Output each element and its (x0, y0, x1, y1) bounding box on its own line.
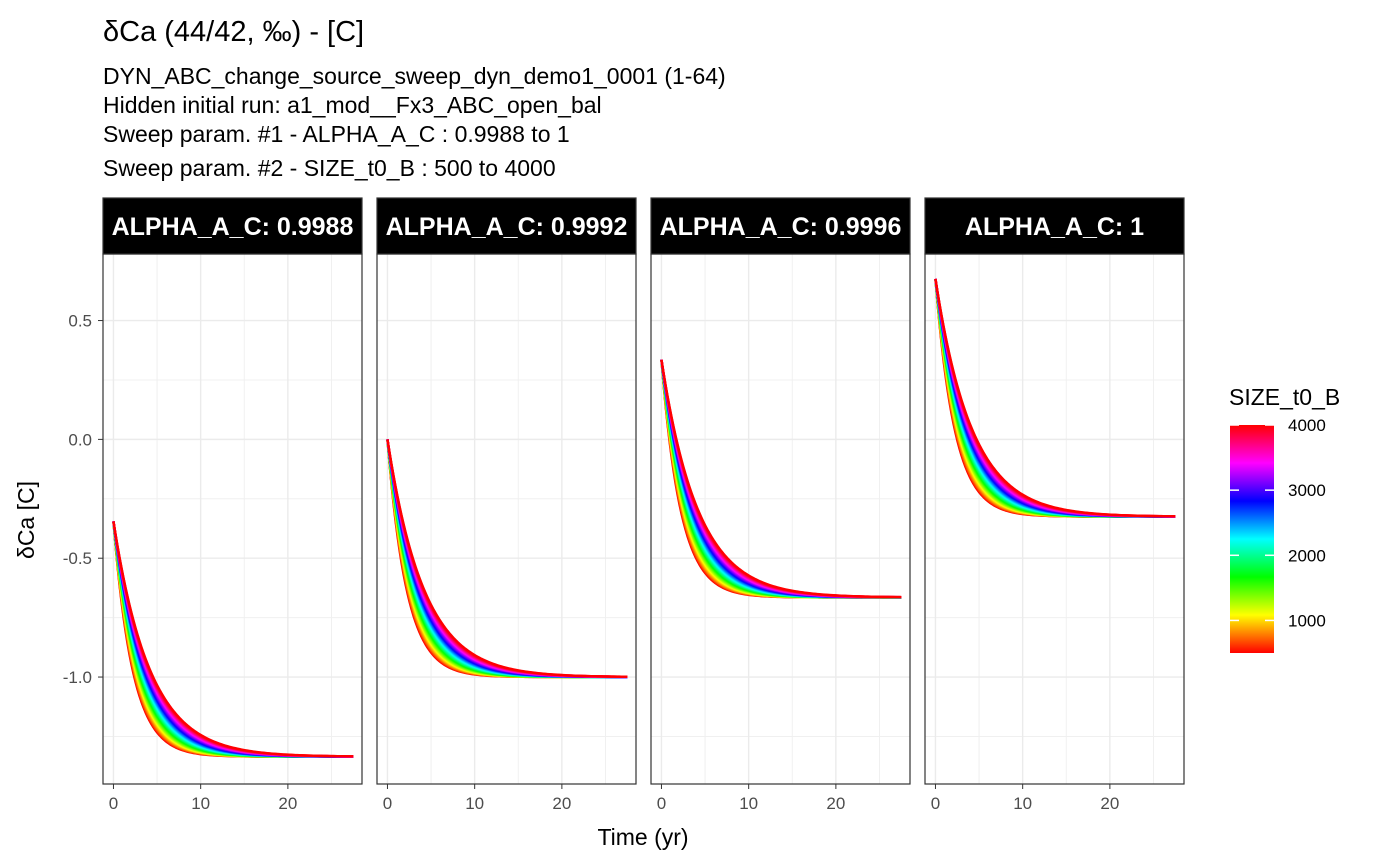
series-group (386, 439, 628, 679)
x-tick-label: 20 (552, 794, 571, 813)
facet-panel: ALPHA_A_C: 0.9996 0 10 20 (650, 197, 911, 813)
chart-subtitle-line: Sweep param. #2 - SIZE_t0_B : 500 to 400… (103, 155, 556, 181)
facet-panels: ALPHA_A_C: 0.9988 0 10 20 ALPHA_A_C: 0.9992 0… (102, 197, 1185, 813)
x-tick-label: 10 (1013, 794, 1032, 813)
facet-strip (924, 197, 1185, 255)
series-group (112, 521, 354, 758)
y-tick-label: 0.5 (68, 312, 92, 331)
facet-strip-label: ALPHA_A_C: 0.9996 (660, 213, 902, 241)
y-tick-label: -1.0 (63, 668, 92, 687)
panel-background (925, 254, 1184, 784)
facet-panel: ALPHA_A_C: 0.9992 0 10 20 (376, 197, 637, 813)
legend-break-label: 1000 (1288, 611, 1326, 630)
legend-break-label: 4000 (1288, 416, 1326, 435)
chart-subtitle-line: Hidden initial run: a1_mod__Fx3_ABC_open… (103, 92, 602, 118)
facet-strip (102, 197, 363, 255)
x-tick-label: 0 (383, 794, 392, 813)
facet-strip-label: ALPHA_A_C: 1 (965, 213, 1144, 241)
x-tick-label: 20 (278, 794, 297, 813)
x-tick-label: 10 (465, 794, 484, 813)
facet-strip-label: ALPHA_A_C: 0.9988 (112, 213, 354, 241)
chart-subtitle-line: Sweep param. #1 - ALPHA_A_C : 0.9988 to … (103, 121, 570, 147)
y-tick-label: -0.5 (63, 549, 92, 568)
x-tick-label: 10 (191, 794, 210, 813)
series-line (386, 439, 628, 678)
series-group (660, 359, 902, 599)
y-axis-title: δCa [C] (13, 481, 39, 559)
legend-color-bar (1230, 425, 1274, 653)
series-line (660, 359, 902, 599)
series-group (934, 278, 1176, 518)
facet-strip (376, 197, 637, 255)
facet-panel: ALPHA_A_C: 1 0 10 20 (924, 197, 1185, 813)
series-line (112, 521, 354, 758)
x-tick-label: 20 (826, 794, 845, 813)
x-tick-label: 0 (109, 794, 118, 813)
panel-background (377, 254, 636, 784)
chart-subtitle-line: DYN_ABC_change_source_sweep_dyn_demo1_00… (103, 63, 726, 89)
x-axis-title: Time (yr) (597, 824, 688, 850)
x-tick-label: 10 (739, 794, 758, 813)
facet-strip-label: ALPHA_A_C: 0.9992 (386, 213, 628, 241)
x-tick-label: 0 (657, 794, 666, 813)
series-line (934, 278, 1176, 518)
legend-break-label: 2000 (1288, 546, 1326, 565)
x-tick-label: 20 (1100, 794, 1119, 813)
legend-break-label: 3000 (1288, 481, 1326, 500)
y-tick-label: 0.0 (68, 430, 92, 449)
facet-strip (650, 197, 911, 255)
y-axis: 0.5 0.0 -0.5 -1.0 (63, 312, 103, 687)
legend-title: SIZE_t0_B (1229, 384, 1340, 410)
chart-title: δCa (44/42, ‰) - [C] (103, 16, 364, 48)
x-tick-label: 0 (931, 794, 940, 813)
color-legend: SIZE_t0_B 1000 2000 3000 4000 (1229, 384, 1340, 653)
facet-panel: ALPHA_A_C: 0.9988 0 10 20 (102, 197, 363, 813)
